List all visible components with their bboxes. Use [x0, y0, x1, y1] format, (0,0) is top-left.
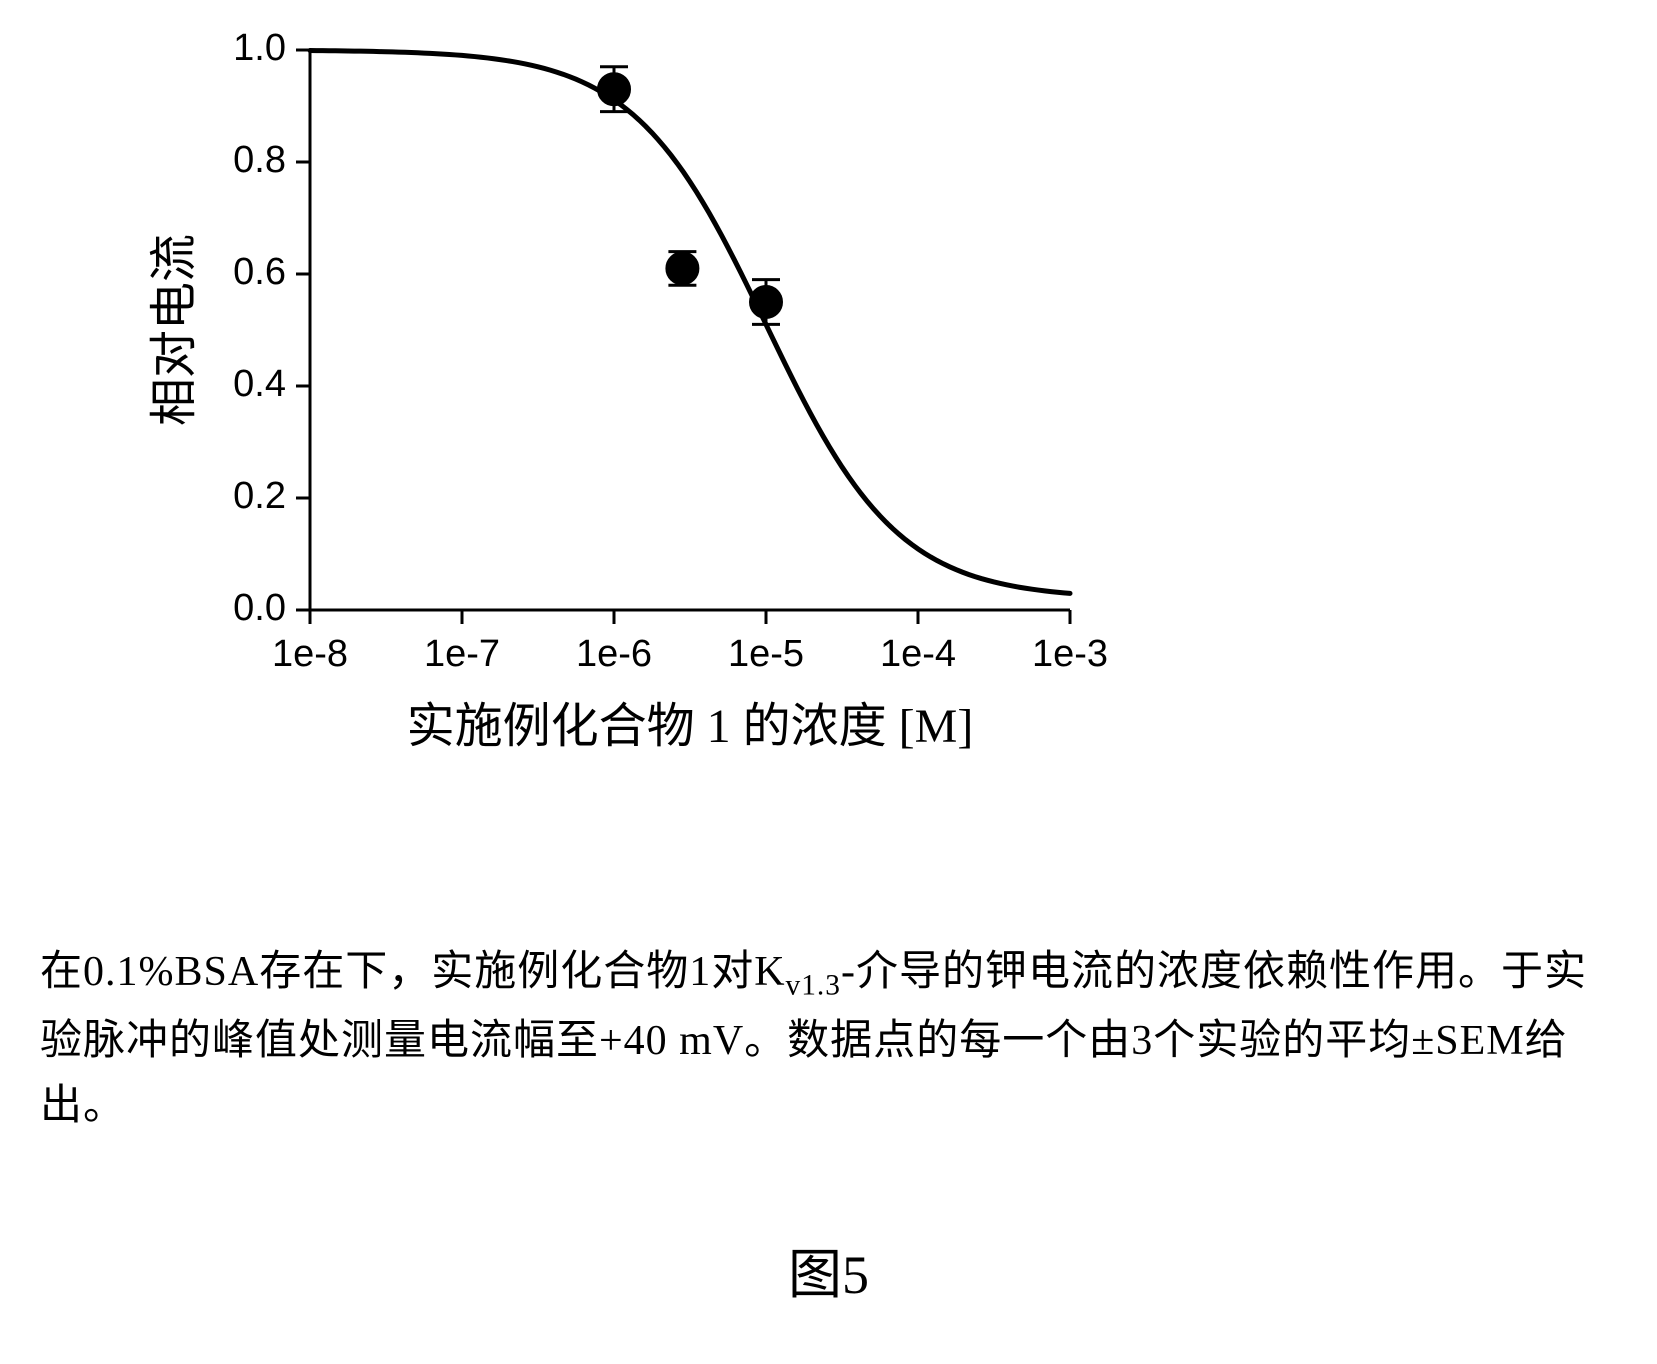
svg-text:实施例化合物 1 的浓度 [M]: 实施例化合物 1 的浓度 [M]	[407, 700, 974, 753]
chart-svg: 0.0 0.2 0.4 0.6 0.8 1.0 1e-8 1e-7 1e-6 1e-5 1e-4 1e…	[140, 30, 1260, 830]
svg-text:1e-5: 1e-5	[728, 633, 804, 675]
figure-label: 图5	[0, 1230, 1657, 1309]
svg-text:0.0: 0.0	[233, 587, 286, 629]
svg-text:相对电流: 相对电流	[148, 234, 201, 426]
dose-response-chart: 0.0 0.2 0.4 0.6 0.8 1.0 1e-8 1e-7 1e-6 1e-5 1e-4 1e…	[140, 30, 1260, 830]
svg-text:1e-8: 1e-8	[272, 633, 348, 675]
svg-text:1e-4: 1e-4	[880, 633, 956, 675]
svg-text:1.0: 1.0	[233, 30, 286, 69]
svg-text:0.6: 0.6	[233, 251, 286, 293]
svg-text:0.2: 0.2	[233, 475, 286, 517]
svg-text:0.4: 0.4	[233, 363, 286, 405]
svg-text:1e-3: 1e-3	[1032, 633, 1108, 675]
svg-text:0.8: 0.8	[233, 139, 286, 181]
page: 0.0 0.2 0.4 0.6 0.8 1.0 1e-8 1e-7 1e-6 1e-5 1e-4 1e…	[0, 0, 1657, 1364]
figure-caption: 在0.1%BSA存在下，实施例化合物1对Kv1.3-介导的钾电流的浓度依赖性作用…	[40, 940, 1600, 1139]
svg-text:1e-7: 1e-7	[424, 633, 500, 675]
svg-text:1e-6: 1e-6	[576, 633, 652, 675]
